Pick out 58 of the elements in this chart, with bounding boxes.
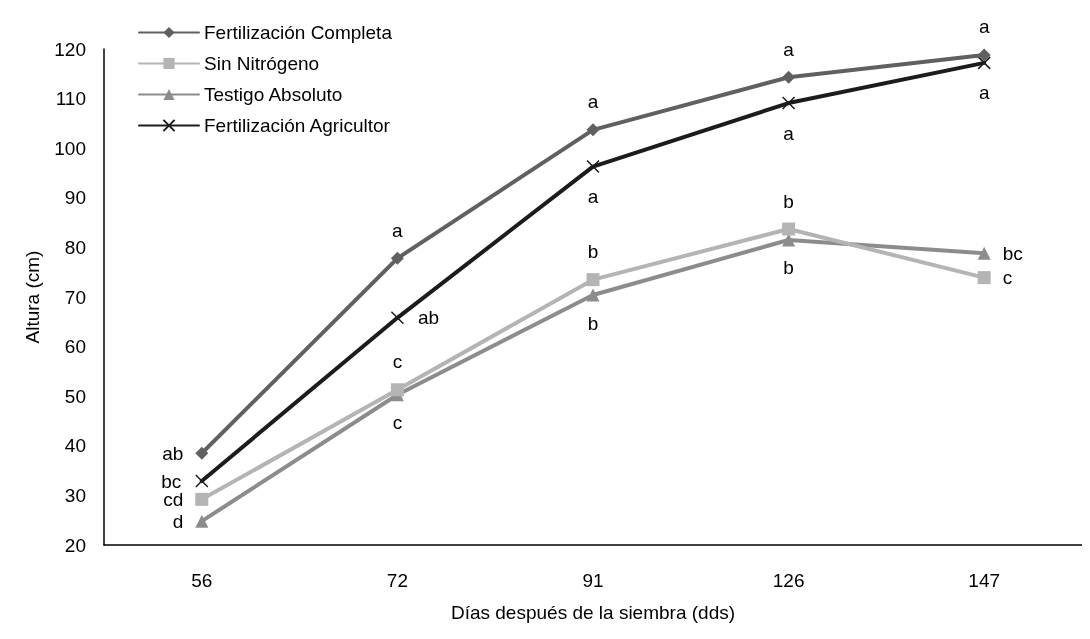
data-label: c [392, 412, 403, 434]
point [977, 246, 991, 260]
legend-label: Testigo Absoluto [204, 84, 343, 105]
point [586, 273, 600, 287]
data-label: a [783, 122, 795, 144]
data-label: a [587, 186, 599, 208]
y-tick-label: 50 [64, 385, 86, 407]
data-label: b [783, 257, 794, 279]
y-tick-label: 40 [64, 435, 86, 457]
data-label: ab [417, 307, 440, 329]
point [586, 159, 600, 174]
data-label: a [392, 219, 404, 241]
y-tick-label: 110 [55, 88, 86, 110]
point [195, 492, 209, 506]
y-tick-label: 60 [64, 336, 86, 358]
data-label: b [587, 312, 599, 334]
x-tick-label: 56 [191, 570, 213, 591]
y-tick-label: 80 [64, 236, 86, 258]
point [782, 70, 796, 84]
data-label: b [587, 241, 599, 263]
legend-label: Sin Nitrógeno [204, 53, 320, 74]
data-label: ab [162, 442, 184, 464]
y-tick-label: 90 [64, 187, 86, 209]
point [586, 288, 600, 302]
legend-label: Fertilización Completa [204, 22, 393, 43]
data-label: a [783, 38, 795, 60]
data-label: a [978, 16, 990, 38]
y-tick-label: 30 [64, 484, 86, 506]
y-tick-label: 100 [54, 137, 86, 159]
point [781, 96, 796, 110]
x-tick-label: 91 [582, 570, 604, 591]
data-label: bc [1002, 242, 1023, 264]
data-label: a [978, 82, 990, 104]
data-label: c [392, 351, 403, 373]
point [195, 474, 209, 488]
point [586, 123, 600, 137]
y-tick-label: 20 [64, 534, 86, 556]
point [782, 222, 796, 236]
point [390, 251, 404, 265]
y-axis-title: Altura (cm) [22, 250, 43, 344]
x-axis-title: Días después de la siembra (dds) [450, 602, 736, 623]
point [977, 48, 991, 62]
point [390, 311, 405, 325]
point [195, 446, 209, 460]
data-label: c [1002, 267, 1013, 289]
legend-label: Fertilización Agricultor [204, 115, 391, 136]
data-label: d [172, 510, 184, 532]
data-label: b [783, 190, 794, 212]
point [390, 383, 404, 397]
point [195, 514, 209, 528]
point [977, 56, 991, 70]
point [977, 271, 991, 285]
data-label: a [587, 91, 599, 113]
x-tick-label: 126 [772, 570, 805, 591]
x-tick-label: 147 [968, 570, 1001, 591]
y-tick-label: 70 [64, 286, 86, 308]
y-tick-label: 120 [54, 38, 86, 60]
x-tick-label: 72 [386, 570, 408, 591]
